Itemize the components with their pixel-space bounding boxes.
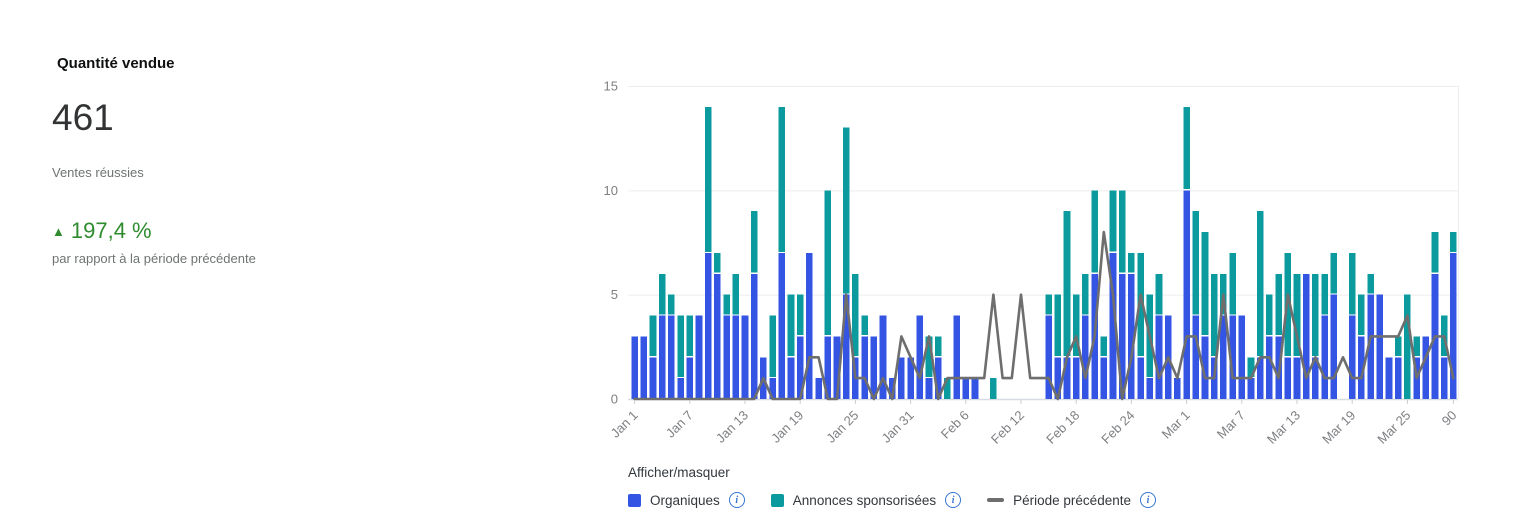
kpi-panel: Quantité vendue 461 Ventes réussies ▲ 19… (52, 55, 256, 266)
kpi-subtitle: Ventes réussies (52, 165, 144, 180)
gridlines (628, 86, 1459, 401)
sales-quantity-chart: 0 5 10 15 Jan 1 Jan 7 Jan 13 Jan 19 Jan 25 Jan 31… (604, 79, 1460, 447)
svg-text:Mar 7: Mar 7 (1214, 408, 1248, 442)
svg-text:Feb 12: Feb 12 (988, 408, 1027, 447)
periode-precedente-swatch (987, 498, 1005, 502)
svg-text:Jan 7: Jan 7 (663, 408, 696, 441)
kpi-delta-value: 197,4 % (70, 218, 152, 243)
svg-text:10: 10 (604, 183, 618, 198)
kpi-value: 461 (52, 97, 114, 138)
info-icon[interactable]: i (728, 492, 745, 508)
svg-text:Jan 31: Jan 31 (879, 408, 917, 446)
svg-text:Feb 6: Feb 6 (938, 408, 972, 442)
svg-text:5: 5 (611, 287, 618, 302)
svg-text:Mar 13: Mar 13 (1264, 408, 1303, 447)
svg-text:15: 15 (604, 79, 618, 94)
legend-title: Afficher/masquer (628, 465, 730, 480)
legend-item-annonces-sponsorisees[interactable]: Annonces sponsorisées i (770, 492, 962, 508)
legend-label-periode-precedente: Période précédente (1013, 492, 1131, 508)
annonces-sponsorisees-swatch (770, 493, 784, 507)
svg-text:Mar 19: Mar 19 (1319, 408, 1358, 447)
svg-text:Jan 1: Jan 1 (608, 408, 641, 441)
kpi-delta-note: par rapport à la période précédente (52, 251, 256, 266)
x-axis-labels: Jan 1 Jan 7 Jan 13 Jan 19 Jan 25 Jan 31 Feb 6 F… (608, 400, 1460, 447)
svg-text:Jan 25: Jan 25 (823, 408, 861, 446)
kpi-delta: ▲ 197,4 % (52, 220, 256, 242)
legend-label-annonces-sponsorisees: Annonces sponsorisées (792, 492, 937, 508)
organiques-swatch (628, 493, 641, 507)
info-icon[interactable]: i (1139, 492, 1156, 508)
legend-label-organiques: Organiques (650, 492, 720, 508)
svg-text:Feb 24: Feb 24 (1098, 408, 1137, 447)
svg-text:0: 0 (611, 392, 618, 407)
legend-item-organiques[interactable]: Organiques i (628, 492, 745, 508)
y-axis-labels: 0 5 10 15 (604, 79, 618, 407)
svg-text:Mar 25: Mar 25 (1374, 408, 1413, 447)
svg-text:Feb 18: Feb 18 (1043, 408, 1082, 447)
svg-text:Jan 19: Jan 19 (768, 408, 806, 446)
info-icon[interactable]: i (945, 492, 962, 508)
chart-legend: Afficher/masquer Organiques i Annonces s… (628, 465, 1182, 508)
periode-precedente-line (633, 230, 1455, 401)
legend-item-periode-precedente[interactable]: Période précédente i (987, 492, 1156, 508)
svg-text:90: 90 (1439, 408, 1460, 429)
svg-text:Mar 1: Mar 1 (1159, 408, 1193, 442)
kpi-title: Quantité vendue (57, 55, 175, 72)
up-arrow-icon: ▲ (52, 223, 65, 239)
svg-text:Jan 13: Jan 13 (713, 408, 751, 446)
legend-row: Organiques i Annonces sponsorisées i Pér… (628, 492, 1182, 508)
